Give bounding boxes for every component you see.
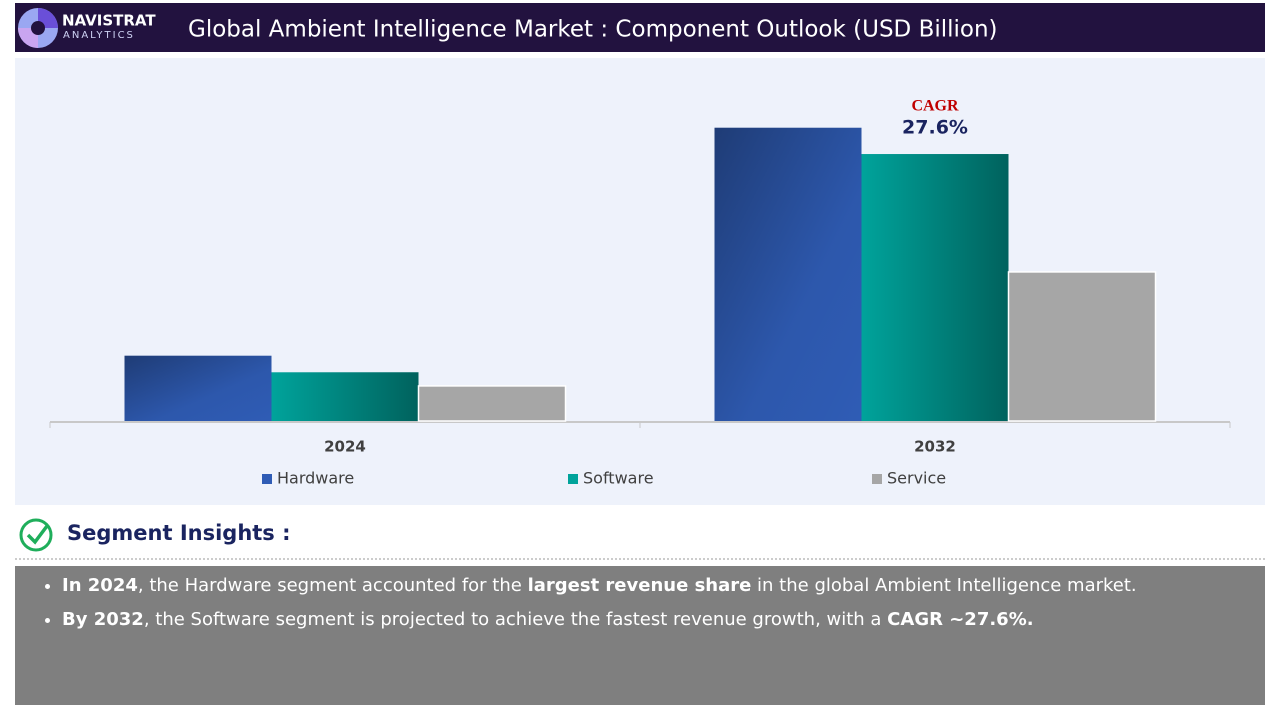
bar-edge xyxy=(417,385,567,422)
legend-swatch xyxy=(568,474,578,484)
chart-title: Global Ambient Intelligence Market : Com… xyxy=(188,17,998,43)
insight-text: By 2032 xyxy=(62,609,144,630)
insights-icon xyxy=(19,518,53,552)
bar-edge xyxy=(1007,271,1157,422)
header-bar xyxy=(15,3,1265,52)
logo-icon xyxy=(18,8,58,48)
insight-bullet: By 2032, the Software segment is project… xyxy=(62,608,1265,642)
legend-swatch xyxy=(262,474,272,484)
insights-box: In 2024, the Hardware segment accounted … xyxy=(15,566,1265,705)
legend-label: Software xyxy=(583,469,654,488)
legend-swatch xyxy=(872,474,882,484)
insight-text: In 2024 xyxy=(62,575,138,596)
bar xyxy=(418,385,566,421)
logo-name: NAVISTRAT xyxy=(62,12,156,30)
x-tick-label: 2024 xyxy=(324,438,366,456)
bar-shade xyxy=(861,154,1009,421)
bar-shade xyxy=(714,127,862,422)
insight-text: CAGR ~27.6%. xyxy=(887,609,1034,630)
bar-shade xyxy=(271,372,419,421)
bar-shade xyxy=(124,355,272,421)
legend-label: Hardware xyxy=(277,469,354,488)
legend-label: Service xyxy=(887,469,946,488)
insights-list: In 2024, the Hardware segment accounted … xyxy=(15,566,1265,642)
bar xyxy=(1008,271,1156,421)
x-tick-label: 2032 xyxy=(914,438,956,456)
insight-text: , the Hardware segment accounted for the xyxy=(137,575,528,596)
insights-title: Segment Insights : xyxy=(67,521,291,545)
logo-sub: ANALYTICS xyxy=(63,30,135,41)
insight-bullet: In 2024, the Hardware segment accounted … xyxy=(62,574,1265,608)
slide: NAVISTRAT ANALYTICS Global Ambient Intel… xyxy=(15,3,1265,560)
annotation: 27.6% xyxy=(902,117,968,139)
insight-text: largest revenue share xyxy=(527,575,752,596)
insight-text: in the global Ambient Intelligence marke… xyxy=(751,575,1137,596)
annotation: CAGR xyxy=(911,98,959,115)
insight-text: , the Software segment is projected to a… xyxy=(143,609,888,630)
